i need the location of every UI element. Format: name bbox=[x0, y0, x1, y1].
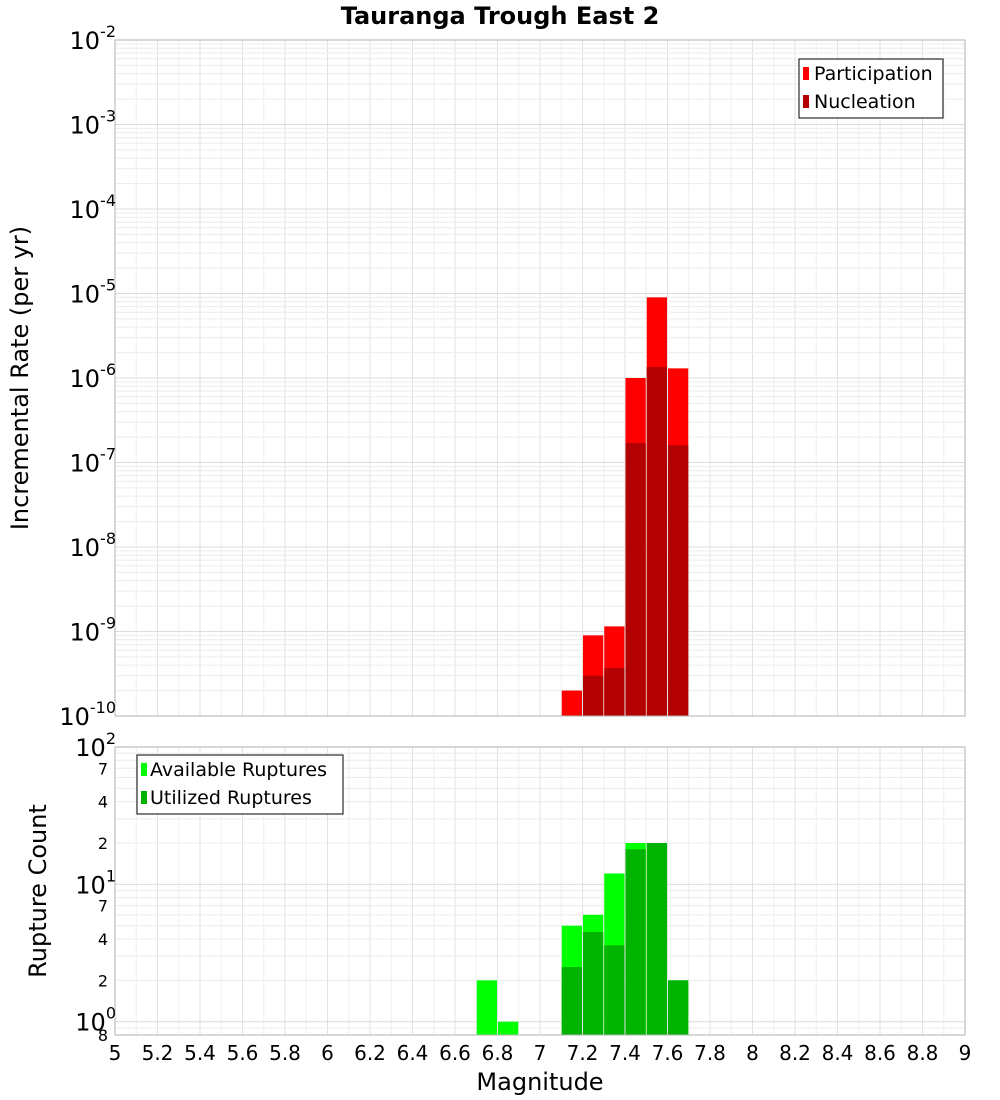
rate-legend-box bbox=[798, 58, 944, 119]
x-tick-label: 6.6 bbox=[439, 1041, 471, 1065]
y-tick-minor-label: 4 bbox=[98, 793, 108, 812]
y-tick-label: 10-10 bbox=[59, 698, 116, 731]
utilized-legend-swatch bbox=[141, 791, 147, 804]
y-tick-label: 10-3 bbox=[70, 107, 117, 140]
utilized-bar bbox=[646, 843, 667, 1035]
nucleation-bar bbox=[583, 675, 604, 716]
x-tick-label: 7.4 bbox=[609, 1041, 641, 1065]
y-tick-label: 10-7 bbox=[70, 445, 117, 478]
count-plot-frame bbox=[114, 746, 966, 1036]
utilized-bar bbox=[625, 849, 646, 1035]
y-tick-label: 100 bbox=[75, 1004, 116, 1037]
y-tick-label: 10-8 bbox=[70, 529, 117, 562]
utilized-legend-label: Utilized Ruptures bbox=[150, 787, 312, 809]
y-tick-label: 10-5 bbox=[70, 276, 117, 309]
count-bars bbox=[476, 843, 689, 1035]
y-tick-label: 101 bbox=[75, 866, 116, 899]
x-tick-label: 5 bbox=[109, 1041, 122, 1065]
x-axis-title: Magnitude bbox=[476, 1068, 603, 1096]
x-tick-label: 5.8 bbox=[269, 1041, 301, 1065]
x-tick-label: 8.8 bbox=[907, 1041, 939, 1065]
nucleation-legend-swatch bbox=[803, 95, 809, 108]
x-tick-label: 8.2 bbox=[779, 1041, 811, 1065]
participation-bar bbox=[561, 690, 582, 716]
participation-legend-swatch bbox=[803, 67, 809, 80]
utilized-bar bbox=[604, 945, 625, 1035]
x-tick-label: 7.8 bbox=[694, 1041, 726, 1065]
nucleation-bar bbox=[604, 667, 625, 716]
x-tick-label: 5.2 bbox=[142, 1041, 174, 1065]
rate-plot: 10-10 10-9 10-8 10-7 10-6 10-5 10-4 10-3 10-2 In… bbox=[6, 22, 966, 731]
x-tick-label: 6.8 bbox=[482, 1041, 514, 1065]
available-bar bbox=[476, 980, 497, 1035]
available-legend-label: Available Ruptures bbox=[150, 759, 327, 781]
participation-legend-label: Participation bbox=[814, 63, 933, 85]
nucleation-bar bbox=[625, 443, 646, 716]
x-tick-label: 6 bbox=[321, 1041, 334, 1065]
nucleation-legend-label: Nucleation bbox=[814, 91, 916, 113]
y-tick-label: 10-4 bbox=[70, 191, 117, 224]
x-tick-label: 8 bbox=[746, 1041, 759, 1065]
y-tick-minor-label: 8 bbox=[98, 1026, 108, 1045]
available-legend-swatch bbox=[141, 763, 147, 776]
x-tick-label: 7.6 bbox=[652, 1041, 684, 1065]
rate-y-axis-title: Incremental Rate (per yr) bbox=[6, 226, 34, 530]
x-tick-label: 5.6 bbox=[227, 1041, 259, 1065]
x-tick-label: 6.4 bbox=[397, 1041, 429, 1065]
y-tick-minor-label: 7 bbox=[98, 759, 108, 778]
count-legend: Available Ruptures Utilized Ruptures bbox=[136, 754, 344, 815]
utilized-bar bbox=[583, 931, 604, 1035]
rate-legend: Participation Nucleation bbox=[798, 58, 944, 119]
y-tick-minor-label: 7 bbox=[98, 897, 108, 916]
count-legend-box bbox=[136, 754, 344, 815]
y-tick-label: 10-9 bbox=[70, 614, 117, 647]
y-tick-minor-label: 2 bbox=[98, 971, 108, 990]
y-tick-label: 10-2 bbox=[70, 22, 117, 55]
x-ticks: 5 5.2 5.4 5.6 5.8 6 6.2 6.4 6.6 6.8 7 7.2 7.4 7.6 7.8 8… bbox=[109, 1041, 972, 1065]
y-tick-label: 102 bbox=[75, 729, 116, 762]
utilized-bar bbox=[668, 980, 689, 1035]
rate-bars bbox=[561, 297, 689, 716]
x-tick-label: 8.4 bbox=[822, 1041, 854, 1065]
count-y-axis-title: Rupture Count bbox=[24, 804, 52, 978]
nucleation-bar bbox=[668, 445, 689, 716]
x-tick-label: 7.2 bbox=[567, 1041, 599, 1065]
x-tick-label: 9 bbox=[959, 1041, 972, 1065]
y-tick-minor-label: 2 bbox=[98, 834, 108, 853]
available-bar bbox=[498, 1021, 519, 1035]
rate-y-ticks: 10-10 10-9 10-8 10-7 10-6 10-5 10-4 10-3 10-2 bbox=[59, 22, 116, 731]
chart-title: Tauranga Trough East 2 bbox=[341, 2, 660, 30]
x-tick-label: 8.6 bbox=[864, 1041, 896, 1065]
nucleation-bar bbox=[646, 366, 667, 716]
y-tick-minor-label: 4 bbox=[98, 930, 108, 949]
utilized-bar bbox=[561, 967, 582, 1035]
rate-grid bbox=[114, 40, 966, 717]
rate-plot-frame bbox=[114, 39, 966, 717]
y-tick-label: 10-6 bbox=[70, 360, 117, 393]
x-tick-label: 7 bbox=[534, 1041, 547, 1065]
x-tick-label: 6.2 bbox=[354, 1041, 386, 1065]
x-tick-label: 5.4 bbox=[184, 1041, 216, 1065]
